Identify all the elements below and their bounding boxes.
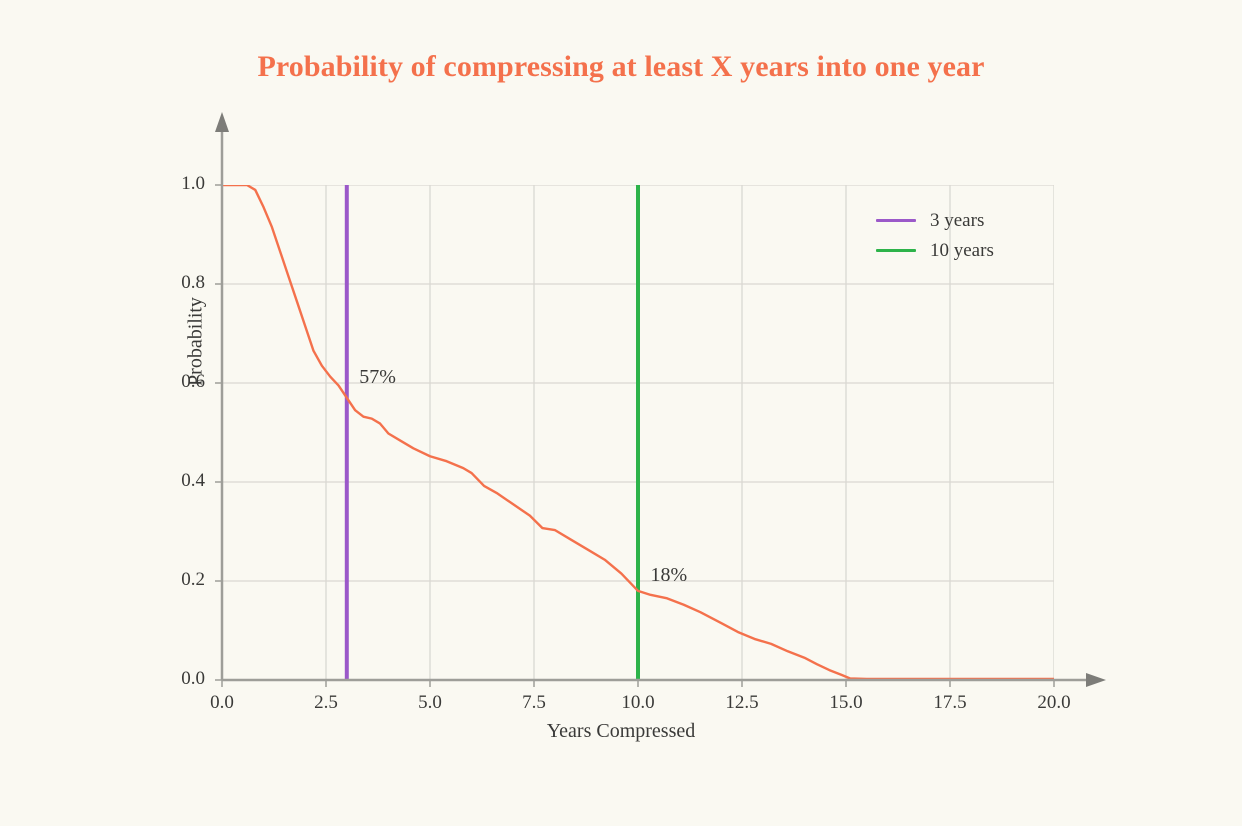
probability-curve — [222, 185, 1054, 680]
legend-label-3-years: 3 years — [930, 209, 985, 231]
y-tick-label: 0.6 — [181, 371, 205, 392]
x-axis-arrow-icon — [1086, 673, 1106, 687]
x-tick-label: 15.0 — [829, 692, 863, 713]
chart-title: Probability of compressing at least X ye… — [257, 50, 985, 83]
x-tick-label: 5.0 — [418, 692, 442, 713]
plot-area — [222, 185, 1054, 680]
vertical-marker-lines — [344, 185, 640, 680]
x-tick-label: 2.5 — [314, 692, 338, 713]
y-tick-label: 0.4 — [181, 470, 205, 491]
x-axis-title: Years Compressed — [546, 720, 696, 742]
x-tick-label: 7.5 — [522, 692, 546, 713]
legend-swatch-3-years — [876, 218, 916, 222]
y-tick-label: 0.2 — [181, 569, 205, 590]
x-tick-label: 10.0 — [621, 692, 655, 713]
x-tick-label: 20.0 — [1037, 692, 1071, 713]
annotation-18-percent: 18% — [650, 563, 688, 586]
plot-svg — [222, 185, 1054, 680]
y-axis-arrow-icon — [215, 112, 229, 132]
y-tick-label: 0.8 — [181, 272, 205, 293]
x-tick-label: 12.5 — [725, 692, 759, 713]
annotation-57-percent: 57% — [359, 365, 396, 388]
tick-marks — [215, 184, 1055, 687]
y-tick-label: 1.0 — [181, 173, 205, 194]
legend-swatch-10-years — [876, 248, 916, 252]
x-tick-label: 0.0 — [210, 692, 234, 713]
chart-legend: 3 years 10 years — [876, 205, 1046, 265]
legend-label-10-years: 10 years — [930, 239, 994, 261]
y-tick-label: 0.0 — [181, 668, 205, 689]
legend-item: 3 years — [876, 205, 1046, 235]
legend-item: 10 years — [876, 235, 1046, 265]
x-tick-label: 17.5 — [933, 692, 967, 713]
